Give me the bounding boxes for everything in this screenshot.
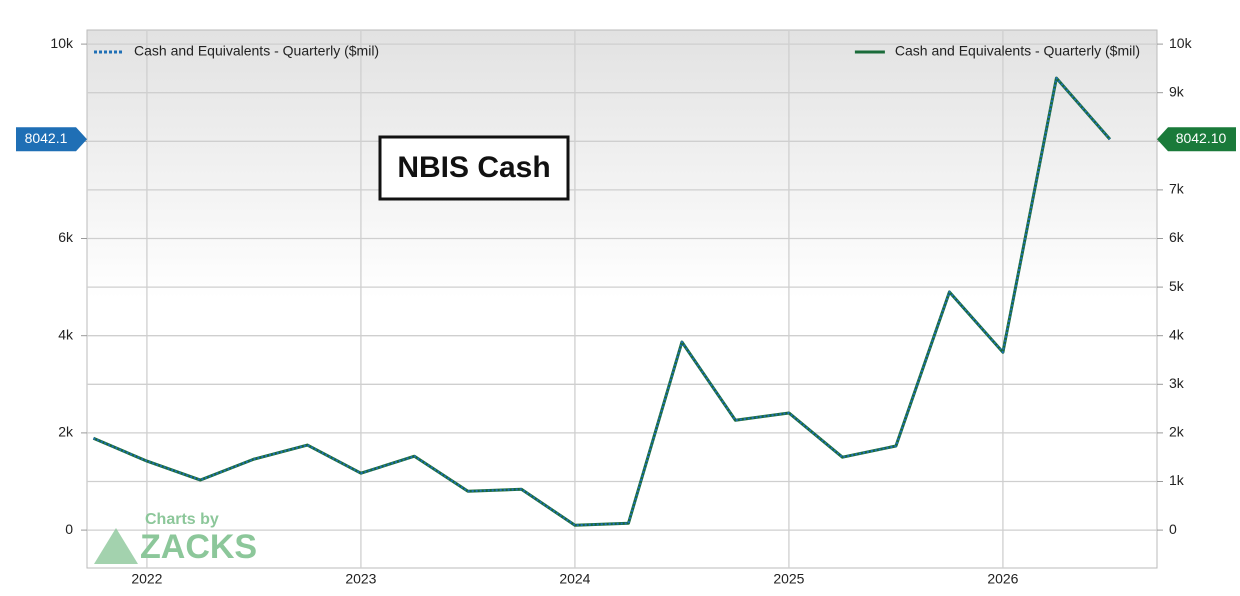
y2-tick-label: 0 xyxy=(1169,521,1177,537)
y2-tick-label: 4k xyxy=(1169,326,1185,342)
y-tick-label: 0 xyxy=(65,521,73,537)
y2-tick-label: 6k xyxy=(1169,229,1185,245)
watermark: ZACKS xyxy=(140,528,257,566)
last-value-flag xyxy=(1157,127,1236,152)
watermark: Charts by xyxy=(145,511,219,528)
y-tick-label: 4k xyxy=(58,326,74,342)
x-tick-label: 2023 xyxy=(345,571,376,587)
y-tick-label: 6k xyxy=(58,229,74,245)
x-tick-label: 2024 xyxy=(559,571,590,587)
line-series xyxy=(93,77,1111,527)
grid xyxy=(87,30,1157,568)
y2-tick-label: 7k xyxy=(1169,181,1185,197)
y2-tick-label: 10k xyxy=(1169,35,1193,51)
y2-tick-label: 1k xyxy=(1169,472,1185,488)
y-tick-label: 2k xyxy=(58,424,74,440)
annotation-box xyxy=(378,135,570,201)
y2-tick-label: 9k xyxy=(1169,83,1185,99)
marks xyxy=(92,76,1112,527)
last-value-label: 8042.10 xyxy=(1176,130,1227,146)
plot-area xyxy=(86,29,1158,569)
legend-label: Cash and Equivalents - Quarterly ($mil) xyxy=(895,43,1140,59)
annotation: NBIS Cash xyxy=(397,151,550,184)
last-value-label: 8042.1 xyxy=(25,130,68,146)
watermark-logo xyxy=(94,528,138,564)
y2-tick-label: 5k xyxy=(1169,278,1185,294)
x-tick-label: 2025 xyxy=(773,571,804,587)
y2-tick-label: 2k xyxy=(1169,424,1185,440)
x-tick-label: 2022 xyxy=(131,571,162,587)
last-value-flag xyxy=(16,127,87,152)
y2-tick-label: 3k xyxy=(1169,375,1185,391)
legend-label: Cash and Equivalents - Quarterly ($mil) xyxy=(134,43,379,59)
y-tick-label: 10k xyxy=(50,35,74,51)
x-tick-label: 2026 xyxy=(987,571,1018,587)
